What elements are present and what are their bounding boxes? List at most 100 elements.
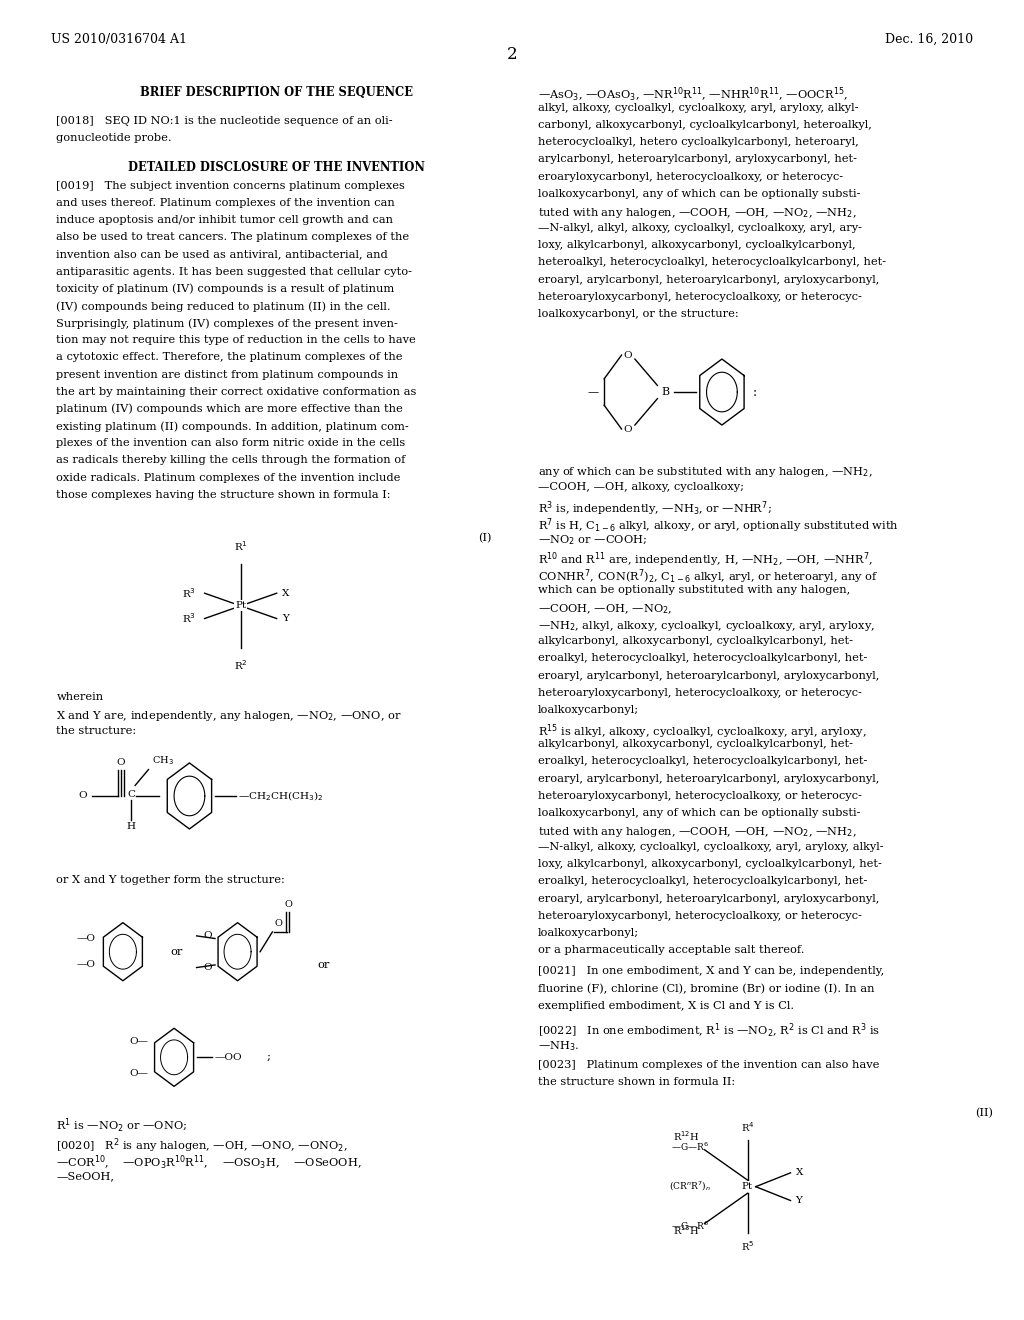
Text: alkylcarbonyl, alkoxycarbonyl, cycloalkylcarbonyl, het-: alkylcarbonyl, alkoxycarbonyl, cycloalky… xyxy=(538,739,853,750)
Text: —COR$^{10}$,    —OPO$_3$R$^{10}$R$^{11}$,    —OSO$_3$H,    —OSeOOH,: —COR$^{10}$, —OPO$_3$R$^{10}$R$^{11}$, —… xyxy=(56,1154,361,1172)
Text: R$^1$: R$^1$ xyxy=(233,540,248,553)
Text: O: O xyxy=(204,964,212,972)
Text: loalkoxycarbonyl, any of which can be optionally substi-: loalkoxycarbonyl, any of which can be op… xyxy=(538,189,860,199)
Text: Surprisingly, platinum (IV) complexes of the present inven-: Surprisingly, platinum (IV) complexes of… xyxy=(56,318,398,329)
Text: present invention are distinct from platinum compounds in: present invention are distinct from plat… xyxy=(56,370,398,380)
Text: also be used to treat cancers. The platinum complexes of the: also be used to treat cancers. The plati… xyxy=(56,232,410,243)
Text: X: X xyxy=(796,1168,803,1177)
Text: —N-alkyl, alkyl, alkoxy, cycloalkyl, cycloalkoxy, aryl, ary-: —N-alkyl, alkyl, alkoxy, cycloalkyl, cyc… xyxy=(538,223,861,234)
Text: Y: Y xyxy=(796,1196,803,1205)
Text: [0019]   The subject invention concerns platinum complexes: [0019] The subject invention concerns pl… xyxy=(56,181,406,191)
Text: the art by maintaining their correct oxidative conformation as: the art by maintaining their correct oxi… xyxy=(56,387,417,397)
Text: —OO: —OO xyxy=(215,1053,243,1061)
Text: B: B xyxy=(662,387,670,397)
Text: —NH$_2$, alkyl, alkoxy, cycloalkyl, cycloalkoxy, aryl, aryloxy,: —NH$_2$, alkyl, alkoxy, cycloalkyl, cycl… xyxy=(538,619,874,634)
Text: DETAILED DISCLOSURE OF THE INVENTION: DETAILED DISCLOSURE OF THE INVENTION xyxy=(128,161,425,174)
Text: O: O xyxy=(285,900,293,909)
Text: —COOH, —OH, alkoxy, cycloalkoxy;: —COOH, —OH, alkoxy, cycloalkoxy; xyxy=(538,482,743,492)
Text: alkylcarbonyl, alkoxycarbonyl, cycloalkylcarbonyl, het-: alkylcarbonyl, alkoxycarbonyl, cycloalky… xyxy=(538,636,853,647)
Text: Pt: Pt xyxy=(742,1183,753,1191)
Text: —NO$_2$ or —COOH;: —NO$_2$ or —COOH; xyxy=(538,533,646,546)
Text: R$^{15}$ is alkyl, alkoxy, cycloalkyl, cycloalkoxy, aryl, aryloxy,: R$^{15}$ is alkyl, alkoxy, cycloalkyl, c… xyxy=(538,722,866,741)
Text: —N-alkyl, alkoxy, cycloalkyl, cycloalkoxy, aryl, aryloxy, alkyl-: —N-alkyl, alkoxy, cycloalkyl, cycloalkox… xyxy=(538,842,884,853)
Text: as radicals thereby killing the cells through the formation of: as radicals thereby killing the cells th… xyxy=(56,455,406,466)
Text: the structure:: the structure: xyxy=(56,726,136,737)
Text: eroalkyl, heterocycloalkyl, heterocycloalkylcarbonyl, het-: eroalkyl, heterocycloalkyl, heterocycloa… xyxy=(538,653,867,664)
Text: O—: O— xyxy=(129,1038,148,1045)
Text: US 2010/0316704 A1: US 2010/0316704 A1 xyxy=(51,33,187,46)
Text: eroaryl, arylcarbonyl, heteroarylcarbonyl, aryloxycarbonyl,: eroaryl, arylcarbonyl, heteroarylcarbony… xyxy=(538,275,879,285)
Text: or a pharmaceutically acceptable salt thereof.: or a pharmaceutically acceptable salt th… xyxy=(538,945,804,956)
Text: eroaryl, arylcarbonyl, heteroarylcarbonyl, aryloxycarbonyl,: eroaryl, arylcarbonyl, heteroarylcarbony… xyxy=(538,894,879,904)
Text: or: or xyxy=(170,946,182,957)
Text: X and Y are, independently, any halogen, —NO$_2$, —ONO, or: X and Y are, independently, any halogen,… xyxy=(56,709,402,723)
Text: any of which can be substituted with any halogen, —NH$_2$,: any of which can be substituted with any… xyxy=(538,465,872,479)
Text: loxy, alkylcarbonyl, alkoxycarbonyl, cycloalkylcarbonyl,: loxy, alkylcarbonyl, alkoxycarbonyl, cyc… xyxy=(538,240,855,251)
Text: R$^7$ is H, C$_{1-6}$ alkyl, alkoxy, or aryl, optionally substituted with: R$^7$ is H, C$_{1-6}$ alkyl, alkoxy, or … xyxy=(538,516,899,535)
Text: loalkoxycarbonyl, or the structure:: loalkoxycarbonyl, or the structure: xyxy=(538,309,738,319)
Text: R$^2$: R$^2$ xyxy=(233,659,248,672)
Text: loalkoxycarbonyl, any of which can be optionally substi-: loalkoxycarbonyl, any of which can be op… xyxy=(538,808,860,818)
Text: R$^{10}$ and R$^{11}$ are, independently, H, —NH$_2$, —OH, —NHR$^7$,: R$^{10}$ and R$^{11}$ are, independently… xyxy=(538,550,872,569)
Text: —O: —O xyxy=(76,935,95,942)
Text: O: O xyxy=(117,758,125,767)
Text: —O: —O xyxy=(76,961,95,969)
Text: CH$_3$: CH$_3$ xyxy=(152,754,173,767)
Text: alkyl, alkoxy, cycloalkyl, cycloalkoxy, aryl, aryloxy, alkyl-: alkyl, alkoxy, cycloalkyl, cycloalkoxy, … xyxy=(538,103,858,114)
Text: a cytotoxic effect. Therefore, the platinum complexes of the: a cytotoxic effect. Therefore, the plati… xyxy=(56,352,402,363)
Text: invention also can be used as antiviral, antibacterial, and: invention also can be used as antiviral,… xyxy=(56,249,388,260)
Text: or X and Y together form the structure:: or X and Y together form the structure: xyxy=(56,875,285,886)
Text: ;: ; xyxy=(266,1052,270,1063)
Text: [0020]   R$^2$ is any halogen, —OH, —ONO, —ONO$_2$,: [0020] R$^2$ is any halogen, —OH, —ONO, … xyxy=(56,1137,348,1155)
Text: eroaryl, arylcarbonyl, heteroarylcarbonyl, aryloxycarbonyl,: eroaryl, arylcarbonyl, heteroarylcarbony… xyxy=(538,774,879,784)
Text: fluorine (F), chlorine (Cl), bromine (Br) or iodine (I). In an: fluorine (F), chlorine (Cl), bromine (Br… xyxy=(538,983,874,994)
Text: and uses thereof. Platinum complexes of the invention can: and uses thereof. Platinum complexes of … xyxy=(56,198,395,209)
Text: O: O xyxy=(624,425,632,433)
Text: (CR$^n$R$^7$)$_n$: (CR$^n$R$^7$)$_n$ xyxy=(670,1180,711,1193)
Text: heteroalkyl, heterocycloalkyl, heterocycloalkylcarbonyl, het-: heteroalkyl, heterocycloalkyl, heterocyc… xyxy=(538,257,886,268)
Text: carbonyl, alkoxycarbonyl, cycloalkylcarbonyl, heteroalkyl,: carbonyl, alkoxycarbonyl, cycloalkylcarb… xyxy=(538,120,871,131)
Text: gonucleotide probe.: gonucleotide probe. xyxy=(56,133,172,144)
Text: loxy, alkylcarbonyl, alkoxycarbonyl, cycloalkylcarbonyl, het-: loxy, alkylcarbonyl, alkoxycarbonyl, cyc… xyxy=(538,859,882,870)
Text: arylcarbonyl, heteroarylcarbonyl, aryloxycarbonyl, het-: arylcarbonyl, heteroarylcarbonyl, arylox… xyxy=(538,154,857,165)
Text: O: O xyxy=(274,919,283,928)
Text: C: C xyxy=(127,791,135,799)
Text: eroaryl, arylcarbonyl, heteroarylcarbonyl, aryloxycarbonyl,: eroaryl, arylcarbonyl, heteroarylcarbony… xyxy=(538,671,879,681)
Text: —COOH, —OH, —NO$_2$,: —COOH, —OH, —NO$_2$, xyxy=(538,602,672,615)
Text: :: : xyxy=(753,385,757,399)
Text: heteroaryloxycarbonyl, heterocycloalkoxy, or heterocyc-: heteroaryloxycarbonyl, heterocycloalkoxy… xyxy=(538,911,861,921)
Text: 2: 2 xyxy=(507,46,517,63)
Text: —G—R$^6$: —G—R$^6$ xyxy=(672,1220,709,1233)
Text: heteroaryloxycarbonyl, heterocycloalkoxy, or heterocyc-: heteroaryloxycarbonyl, heterocycloalkoxy… xyxy=(538,688,861,698)
Text: Dec. 16, 2010: Dec. 16, 2010 xyxy=(885,33,973,46)
Text: tuted with any halogen, —COOH, —OH, —NO$_2$, —NH$_2$,: tuted with any halogen, —COOH, —OH, —NO$… xyxy=(538,206,856,220)
Text: which can be optionally substituted with any halogen,: which can be optionally substituted with… xyxy=(538,585,850,595)
Text: O—: O— xyxy=(129,1069,148,1077)
Text: antiparasitic agents. It has been suggested that cellular cyto-: antiparasitic agents. It has been sugges… xyxy=(56,267,413,277)
Text: toxicity of platinum (IV) compounds is a result of platinum: toxicity of platinum (IV) compounds is a… xyxy=(56,284,394,294)
Text: loalkoxycarbonyl;: loalkoxycarbonyl; xyxy=(538,928,639,939)
Text: —SeOOH,: —SeOOH, xyxy=(56,1171,115,1181)
Text: CONHR$^7$, CON(R$^7$)$_2$, C$_{1-6}$ alkyl, aryl, or heteroaryl, any of: CONHR$^7$, CON(R$^7$)$_2$, C$_{1-6}$ alk… xyxy=(538,568,878,586)
Text: heteroaryloxycarbonyl, heterocycloalkoxy, or heterocyc-: heteroaryloxycarbonyl, heterocycloalkoxy… xyxy=(538,292,861,302)
Text: heteroaryloxycarbonyl, heterocycloalkoxy, or heterocyc-: heteroaryloxycarbonyl, heterocycloalkoxy… xyxy=(538,791,861,801)
Text: exemplified embodiment, X is Cl and Y is Cl.: exemplified embodiment, X is Cl and Y is… xyxy=(538,1001,794,1011)
Text: R$^3$: R$^3$ xyxy=(182,611,197,626)
Text: —AsO$_3$, —OAsO$_3$, —NR$^{10}$R$^{11}$, —NHR$^{10}$R$^{11}$, —OOCR$^{15}$,: —AsO$_3$, —OAsO$_3$, —NR$^{10}$R$^{11}$,… xyxy=(538,86,848,104)
Text: R$^{12}$H: R$^{12}$H xyxy=(673,1130,699,1143)
Text: —CH$_2$CH(CH$_3$)$_2$: —CH$_2$CH(CH$_3$)$_2$ xyxy=(238,789,323,803)
Text: —NH$_3$.: —NH$_3$. xyxy=(538,1039,579,1052)
Text: [0021]   In one embodiment, X and Y can be, independently,: [0021] In one embodiment, X and Y can be… xyxy=(538,966,884,977)
Text: or: or xyxy=(317,960,330,970)
Text: O: O xyxy=(79,792,87,800)
Text: induce apoptosis and/or inhibit tumor cell growth and can: induce apoptosis and/or inhibit tumor ce… xyxy=(56,215,393,226)
Text: R$^3$: R$^3$ xyxy=(182,586,197,601)
Text: [0018]   SEQ ID NO:1 is the nucleotide sequence of an oli-: [0018] SEQ ID NO:1 is the nucleotide seq… xyxy=(56,116,393,127)
Text: R$^1$ is —NO$_2$ or —ONO;: R$^1$ is —NO$_2$ or —ONO; xyxy=(56,1117,187,1135)
Text: Pt: Pt xyxy=(236,602,246,610)
Text: platinum (IV) compounds which are more effective than the: platinum (IV) compounds which are more e… xyxy=(56,404,403,414)
Text: R$^3$ is, independently, —NH$_3$, or —NHR$^7$;: R$^3$ is, independently, —NH$_3$, or —NH… xyxy=(538,499,771,517)
Text: X: X xyxy=(282,589,289,598)
Text: those complexes having the structure shown in formula I:: those complexes having the structure sho… xyxy=(56,490,391,500)
Text: tion may not require this type of reduction in the cells to have: tion may not require this type of reduct… xyxy=(56,335,416,346)
